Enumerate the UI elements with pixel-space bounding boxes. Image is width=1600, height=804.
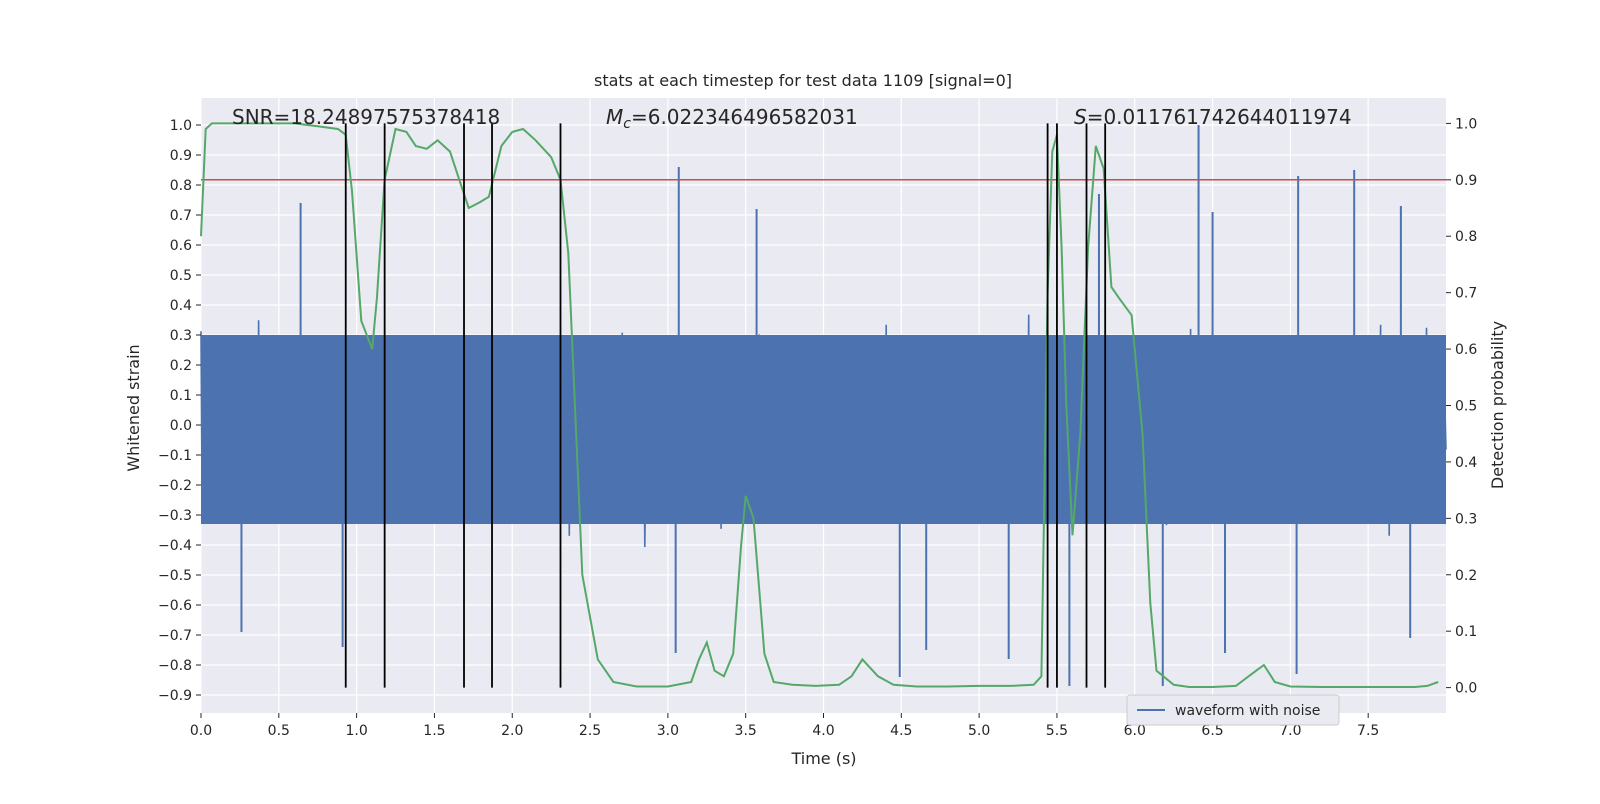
x-tick-label: 7.5 [1357,723,1379,739]
y-tick-label-right: 0.1 [1455,624,1477,640]
x-tick-label: 7.0 [1279,723,1301,739]
x-axis-label: Time (s) [790,749,856,768]
x-tick-label: 4.0 [812,723,834,739]
y-tick-label-left: 0.9 [170,148,192,164]
y-tick-label-left: −0.3 [158,508,192,524]
y-tick-label-right: 0.2 [1455,568,1477,584]
y-axis-label-right: Detection probability [1488,321,1507,489]
y-tick-label-right: 0.5 [1455,399,1477,415]
probability-series [200,122,1439,688]
y-tick-label-right: 0.7 [1455,286,1477,302]
y-tick-label-left: 0.4 [170,298,192,314]
y-tick-label-left: 0.7 [170,208,192,224]
y-tick-label-left: −0.7 [158,628,192,644]
x-tick-label: 5.5 [1046,723,1068,739]
y-tick-label-left: −0.8 [158,658,192,674]
y-tick-label-left: 0.6 [170,238,192,254]
mc-value: =6.022346496582031 [631,105,858,129]
y-tick-label-left: −0.2 [158,478,192,494]
y-tick-label-left: −0.4 [158,538,192,554]
x-tick-label: 2.0 [501,723,523,739]
legend: waveform with noise [1126,694,1340,726]
s-symbol: S [1074,105,1087,129]
y-tick-label-right: 0.3 [1455,511,1477,527]
x-tick-label: 3.5 [735,723,757,739]
mc-symbol: M [606,105,623,129]
s-value: =0.011761742644011974 [1087,105,1352,129]
y-tick-label-right: 0.9 [1455,173,1477,189]
s-annotation: S=0.011761742644011974 [1074,105,1352,129]
y-tick-label-left: −0.6 [158,598,192,614]
x-tick-label: 1.0 [345,723,367,739]
y-tick-label-left: 0.2 [170,358,192,374]
mc-annotation: Mc=6.022346496582031 [606,105,858,132]
y-tick-label-left: 0.1 [170,388,192,404]
y-tick-label-left: 1.0 [170,118,192,134]
y-tick-label-left: 0.8 [170,178,192,194]
y-tick-label-right: 0.4 [1455,455,1477,471]
y-tick-label-left: 0.5 [170,268,192,284]
legend-label-waveform: waveform with noise [1175,703,1320,719]
y-tick-label-right: 1.0 [1455,116,1477,132]
x-tick-label: 3.0 [657,723,679,739]
y-tick-label-left: −0.1 [158,448,192,464]
x-tick-label: 4.5 [890,723,912,739]
waveform-body [201,335,1446,524]
mc-subscript: c [623,116,631,132]
y-tick-label-left: −0.9 [158,688,192,704]
y-tick-label-right: 0.6 [1455,342,1477,358]
y-axis-label-left: Whitened strain [124,344,143,471]
y-tick-label-left: 0.0 [170,418,192,434]
y-tick-label-right: 0.0 [1455,681,1477,697]
x-tick-label: 1.5 [423,723,445,739]
y-tick-label-left: −0.5 [158,568,192,584]
chart-title: stats at each timestep for test data 110… [594,71,1012,90]
x-tick-label: 5.0 [968,723,990,739]
x-tick-label: 6.5 [1201,723,1223,739]
legend-box [1126,694,1340,726]
snr-annotation: SNR=18.24897575378418 [232,105,500,129]
y-tick-label-right: 0.8 [1455,229,1477,245]
x-tick-label: 0.5 [268,723,290,739]
x-tick-label: 2.5 [579,723,601,739]
x-tick-label: 6.0 [1124,723,1146,739]
x-tick-label: 0.0 [190,723,212,739]
y-tick-label-left: 0.3 [170,328,192,344]
